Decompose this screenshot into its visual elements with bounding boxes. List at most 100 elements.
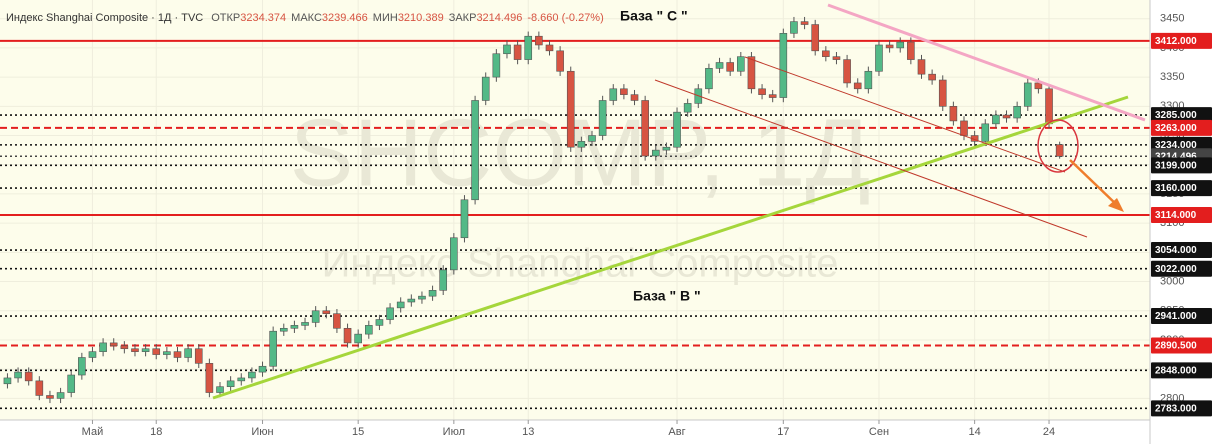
candle-body xyxy=(662,146,671,151)
candle-body xyxy=(481,76,490,101)
candle-body xyxy=(992,114,1000,125)
candle-body xyxy=(535,35,543,46)
level-label: 3199.000 xyxy=(1155,160,1197,171)
candle-body xyxy=(343,327,352,344)
candle-body xyxy=(907,41,915,60)
candle-body xyxy=(630,94,639,101)
annotation: База " С " xyxy=(620,8,688,24)
level-label: 3214.496 xyxy=(1155,151,1197,162)
candle-body xyxy=(556,50,564,72)
candle-body xyxy=(428,290,437,297)
candle-body xyxy=(46,395,54,399)
highlight-circle xyxy=(1037,119,1079,173)
forecast-arrow xyxy=(1069,159,1119,207)
y-tick-label: 3000 xyxy=(1160,275,1184,287)
level-label-box xyxy=(1151,362,1212,379)
candle-body xyxy=(163,351,171,355)
candle-body xyxy=(396,301,405,309)
candle-body xyxy=(960,120,968,136)
candle-body xyxy=(78,357,86,376)
candle-body xyxy=(588,135,596,142)
level-label: 3285.000 xyxy=(1155,110,1197,121)
candle-body xyxy=(3,377,12,385)
watermark-subtitle: Индекс Shanghai Composite xyxy=(322,242,839,286)
candle-body xyxy=(14,371,22,379)
candle-body xyxy=(641,100,649,157)
candle-body xyxy=(566,70,575,148)
level-label: 3234.000 xyxy=(1155,140,1197,151)
candle-body xyxy=(800,21,809,25)
candle-body xyxy=(471,100,479,201)
x-tick-label: 17 xyxy=(777,426,789,438)
time-axis-background xyxy=(0,420,1150,444)
candle-body xyxy=(524,35,533,60)
candle-body xyxy=(322,310,331,314)
candle-body xyxy=(1045,88,1053,125)
candle-body xyxy=(1034,82,1043,90)
candle-body xyxy=(492,53,501,78)
candle-body xyxy=(1013,106,1021,119)
candle-body xyxy=(1002,114,1011,119)
candle-body xyxy=(365,325,373,335)
ohlc-value: 3210.389 xyxy=(398,12,444,24)
candle-body xyxy=(1023,82,1032,107)
candle-body xyxy=(885,44,894,49)
candle-body xyxy=(279,327,288,332)
candle-body xyxy=(747,56,756,90)
candle-body xyxy=(928,73,936,81)
candle-body xyxy=(811,24,820,52)
x-tick-label: Авг xyxy=(668,426,685,438)
trend-line xyxy=(212,95,1129,400)
header: Индекс Shanghai Composite · 1Д · TVC ОТКР… xyxy=(6,12,604,24)
candle-body xyxy=(99,342,107,352)
candle-body xyxy=(598,100,607,136)
y-tick-label: 3450 xyxy=(1160,13,1184,25)
candle-body xyxy=(673,111,681,148)
candle-body xyxy=(333,313,341,329)
candle-body xyxy=(301,322,309,326)
x-tick-label: Сен xyxy=(869,426,889,438)
candle-body xyxy=(651,149,660,157)
candle-body xyxy=(726,62,734,72)
level-label-box xyxy=(1151,337,1212,354)
candle-body xyxy=(258,365,267,373)
level-label-box xyxy=(1151,400,1212,417)
ohlc-value: 3239.466 xyxy=(322,12,368,24)
x-tick-label: 15 xyxy=(352,426,364,438)
candle-body xyxy=(354,333,362,344)
candle-body xyxy=(790,21,798,34)
x-tick-label: Июн xyxy=(251,426,273,438)
candle-body xyxy=(216,386,224,393)
candle-body xyxy=(736,56,745,72)
candle-body xyxy=(450,237,458,271)
level-label-box xyxy=(1151,308,1212,325)
candle-body xyxy=(513,44,522,60)
ohlc-change: -8.660 (-0.27%) xyxy=(527,12,603,24)
candle-body xyxy=(609,88,618,101)
candle-body xyxy=(141,348,150,352)
candle-body xyxy=(981,123,990,142)
candle-body xyxy=(715,62,724,69)
level-label-box xyxy=(1151,32,1212,49)
x-tick-label: 13 xyxy=(522,426,534,438)
candle-body xyxy=(88,351,97,358)
grid xyxy=(0,0,1150,420)
candle-body xyxy=(896,41,905,49)
candle-body xyxy=(237,377,246,382)
ohlc-label: МАКС xyxy=(291,12,322,24)
candle-body xyxy=(290,325,299,329)
ohlc-label: ЗАКР xyxy=(449,12,477,24)
channel-line xyxy=(744,56,1066,173)
level-label: 3022.000 xyxy=(1155,264,1197,275)
candle-body xyxy=(407,298,416,303)
candle-body xyxy=(832,56,841,60)
candle-body xyxy=(56,392,65,399)
candle-body xyxy=(35,380,44,396)
candle-body xyxy=(194,348,203,364)
level-label-box xyxy=(1151,157,1212,174)
candle-body xyxy=(120,345,129,350)
candle-body xyxy=(1055,144,1064,157)
header-title: Индекс Shanghai Composite · 1Д · TVC xyxy=(6,12,203,24)
level-label: 3054.000 xyxy=(1155,245,1197,256)
ohlc-value: 3234.374 xyxy=(240,12,286,24)
